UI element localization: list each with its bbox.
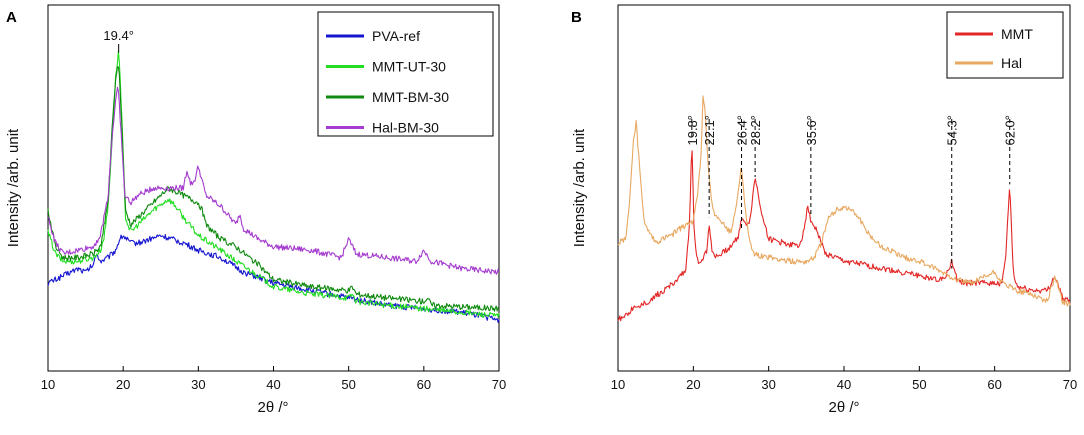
panel-a-series xyxy=(47,50,500,323)
panel-a-legend: PVA-ref MMT-UT-30 MMT-BM-30 Hal-BM-30 xyxy=(317,11,494,137)
panel-a-x-tick-label-30: 30 xyxy=(191,377,205,392)
panel-b-x-tick-label-50: 50 xyxy=(912,377,926,392)
panel-b: B 10 20 30 40 50 60 70 19.8° 22.1° 26.4°28.2° 35.… xyxy=(571,4,1077,416)
panel-b-x-tick-label-40: 40 xyxy=(837,377,851,392)
panel-b-ticks: 10 20 30 40 50 60 70 xyxy=(611,366,1077,392)
panel-b-legend-label: MMT xyxy=(1001,26,1033,42)
panel-b-x-tick-label-10: 10 xyxy=(611,377,625,392)
panel-b-letter: B xyxy=(571,9,582,26)
panel-b-x-tick-label-30: 30 xyxy=(761,377,775,392)
panel-a-x-tick-label-50: 50 xyxy=(341,377,355,392)
panel-b-peak-label: 22.1° xyxy=(702,115,717,146)
panel-b-peak-label: 28.2° xyxy=(748,115,763,146)
panel-a-legend-label: Hal-BM-30 xyxy=(372,120,439,136)
panel-a-legend-label: MMT-BM-30 xyxy=(372,89,449,105)
panel-b-legend-box xyxy=(946,11,1064,79)
panel-a-peak-label: 19.4° xyxy=(103,28,134,43)
panel-a-x-tick-label-20: 20 xyxy=(116,377,130,392)
panel-b-legend-label: Hal xyxy=(1001,55,1022,71)
panel-b-x-tick-label-20: 20 xyxy=(686,377,700,392)
panel-b-x-tick-label-60: 60 xyxy=(987,377,1001,392)
panel-a-x-tick-label-60: 60 xyxy=(417,377,431,392)
panel-b-x-axis-label: 2θ /° xyxy=(828,399,859,416)
panel-b-peak-label: 35.6° xyxy=(804,115,819,146)
panel-a-x-tick-label-40: 40 xyxy=(266,377,280,392)
panel-b-y-axis-label: Intensity /arb. unit xyxy=(571,128,588,247)
panel-a-series-mmt-bm-30 xyxy=(47,66,500,312)
panel-a-ticks: 10 20 30 40 50 60 70 xyxy=(41,366,506,392)
panel-a-y-axis-label: Intensity /arb. unit xyxy=(5,128,22,247)
panel-a-series-hal-bm-30 xyxy=(47,86,500,275)
panel-b-peak-label: 19.8° xyxy=(685,115,700,146)
panel-a-legend-box xyxy=(317,11,494,137)
panel-a: A 10 20 30 40 50 60 70 19.4° 2θ /° Intensity /… xyxy=(5,4,506,416)
panel-a-legend-label: MMT-UT-30 xyxy=(372,59,446,75)
panel-b-peak-label: 54.3° xyxy=(945,115,960,146)
panel-b-series-hal xyxy=(617,95,1071,307)
panel-a-x-axis-label: 2θ /° xyxy=(257,399,288,416)
panel-b-peak-label: 26.4° xyxy=(735,115,750,146)
panel-b-x-tick-label-70: 70 xyxy=(1063,377,1077,392)
panel-b-peak-label: 62.0° xyxy=(1003,115,1018,146)
panel-a-legend-label: PVA-ref xyxy=(372,28,420,44)
panel-b-annotations: 19.8° 22.1° 26.4°28.2° 35.6° 54.3° 62.0° xyxy=(685,115,1018,269)
panel-a-x-tick-label-70: 70 xyxy=(492,377,506,392)
panel-b-series-mmt xyxy=(617,150,1071,322)
panel-a-letter: A xyxy=(6,9,17,26)
panel-b-series xyxy=(617,95,1071,322)
panel-a-series-pva-ref xyxy=(47,234,500,323)
panel-b-legend: MMT Hal xyxy=(946,11,1064,79)
panel-a-x-tick-label-10: 10 xyxy=(41,377,55,392)
panel-a-annotations: 19.4° xyxy=(103,28,134,53)
